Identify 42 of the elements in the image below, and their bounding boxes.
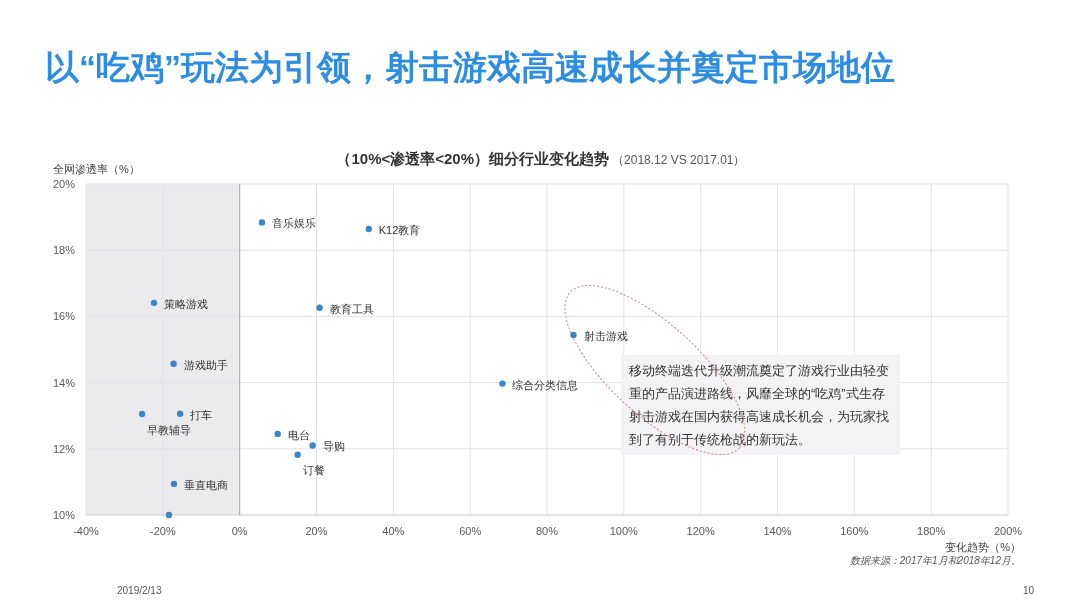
x-axis-title: 变化趋势（%） <box>945 541 1021 553</box>
series-label: K12教育 <box>378 224 421 237</box>
x-tick-label: -20% <box>149 525 176 537</box>
series-label: 综合分类信息 <box>512 378 579 391</box>
text: 10 <box>1022 585 1035 596</box>
x-tick-label: 180% <box>917 525 946 537</box>
x-tick-label: 20% <box>305 525 328 537</box>
y-tick-label: 10% <box>52 509 76 521</box>
series-label: 早教辅导 <box>147 423 192 436</box>
y-tick-label: 20% <box>52 178 76 190</box>
source-note: 数据来源：2017年1月和2018年12月。 <box>849 555 1021 566</box>
annotation: 移动终端迭代升级潮流奠定了游戏行业由轻变重的产品演进路线，风靡全球的“吃鸡”式生存射击游戏在国内获得高速成长机会，为玩家找到了有别于传统枪战的新玩法。 <box>629 363 889 448</box>
y-tick-label: 16% <box>52 310 76 323</box>
x-tick-label: 200% <box>993 525 1023 537</box>
y-axis-title: 全网渗透率（%） <box>53 163 140 175</box>
x-tick-label: 40% <box>382 525 405 537</box>
series-label: 打车 <box>189 408 213 421</box>
text: 2019/2/13 <box>117 585 162 596</box>
x-tick-label: 0% <box>231 525 248 537</box>
chart-title: 以“吃鸡”玩法为引领，射击游戏高速成长并奠定市场地位 <box>45 48 895 86</box>
x-tick-label: 60% <box>459 525 482 537</box>
series-label: 教育工具 <box>329 302 374 315</box>
x-tick-label: 120% <box>686 525 715 537</box>
x-tick-label: -40% <box>73 525 100 537</box>
series-label: 策略游戏 <box>164 297 208 310</box>
series-label: 垂直电商 <box>183 478 228 491</box>
x-tick-label: 80% <box>535 525 559 537</box>
x-tick-label: 140% <box>763 525 792 537</box>
series-label: 游戏助手 <box>183 358 228 371</box>
x-tick-label: 160% <box>840 525 869 537</box>
series-label: 音乐娱乐 <box>271 217 316 230</box>
x-tick-label: 100% <box>609 525 639 537</box>
y-tick-label: 12% <box>52 442 76 455</box>
series-label: 导购 <box>322 440 345 453</box>
text: （2018.12 VS 2017.01） <box>612 153 746 167</box>
series-label: 订餐 <box>302 464 325 477</box>
y-tick-label: 18% <box>52 244 76 257</box>
series-label: 电台 <box>287 428 310 441</box>
chart-subtitle: （10%<渗透率<20%）细分行业变化趋势 <box>336 150 610 167</box>
series-label: 射击游戏 <box>583 329 628 342</box>
note: 移动终端迭代升级潮流奠定了游戏行业由轻变重的产品演进路线，风靡全球的“吃鸡”式生存射击游戏在国内获得高速成长机会，为玩家找到了有别于传统枪战的新玩法。 <box>621 355 900 455</box>
y-tick-label: 14% <box>52 376 76 389</box>
